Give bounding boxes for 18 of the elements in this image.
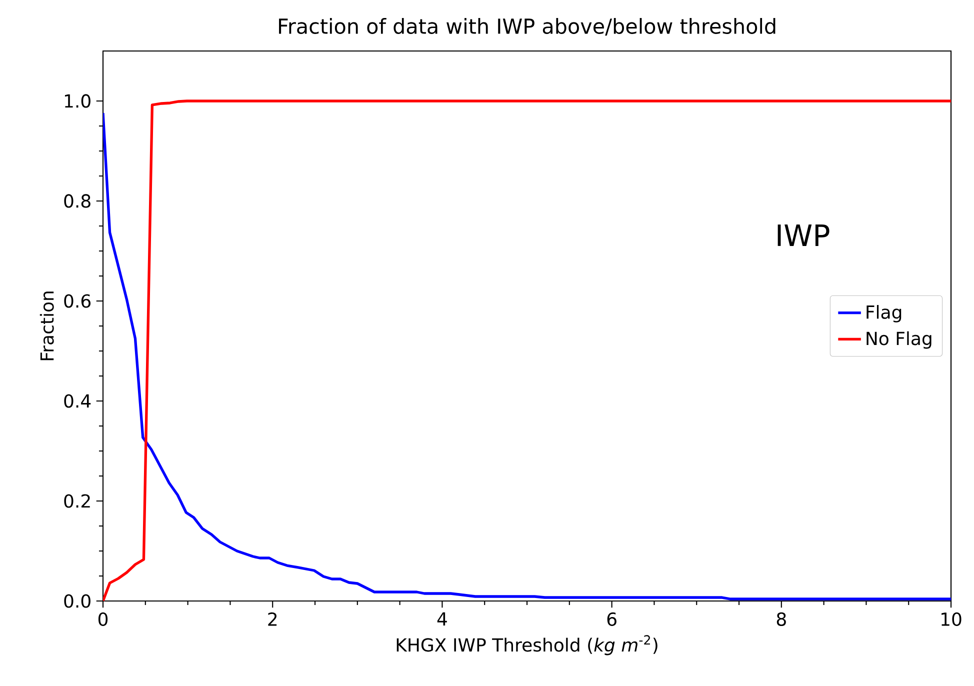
y-tick-label: 0.8 [64,194,90,208]
x-axis-title: KHGX IWP Threshold (kg m$^{-2}$) [396,635,658,656]
legend-label: Flag [866,304,902,322]
y-tick-label: 0.6 [64,294,90,308]
annotation: IWP [778,224,830,246]
y-tick-label: 0.0 [64,594,90,608]
x-tick-label: 8 [776,612,786,626]
x-tick-label: 4 [437,612,447,626]
x-tick-label: 2 [268,612,277,626]
chart-title: Fraction of data with IWP above/below threshold [279,18,776,36]
y-axis-title: Fraction [40,292,54,360]
x-tick-label: 0 [98,612,108,626]
y-tick-label: 1.0 [64,94,90,108]
legend-label: No Flag [866,331,932,349]
y-tick-label: 0.2 [64,494,90,508]
x-tick-label: 10 [942,612,962,626]
y-tick-label: 0.4 [64,394,91,408]
x-tick-label: 6 [607,612,616,626]
